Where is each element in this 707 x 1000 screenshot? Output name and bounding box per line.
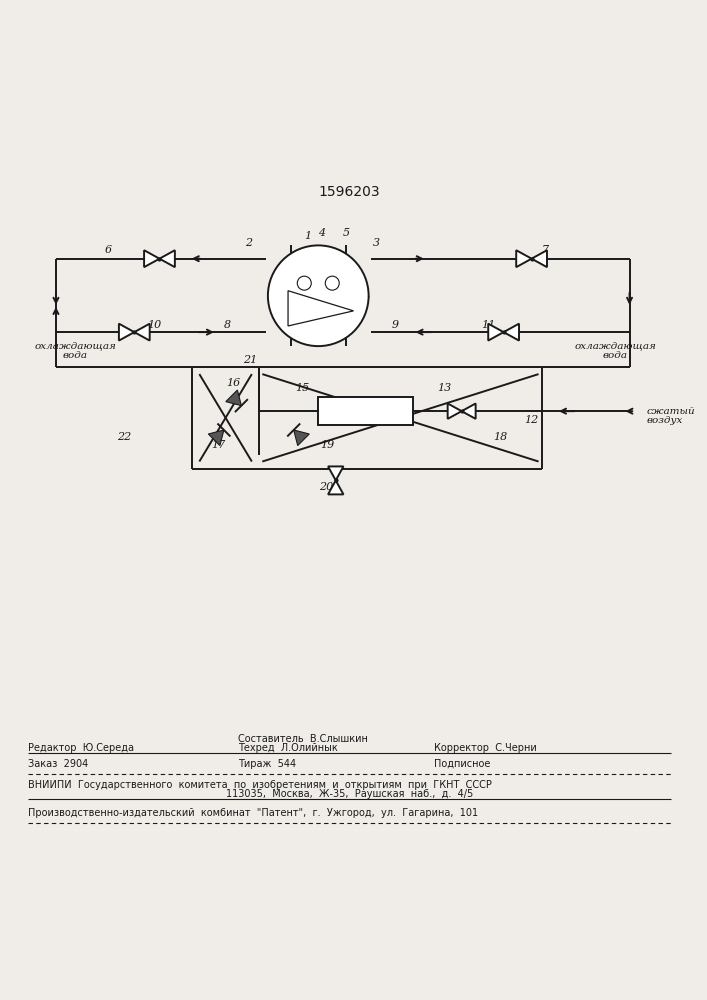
Circle shape	[268, 245, 368, 346]
Text: 8: 8	[223, 320, 231, 330]
Text: 1596203: 1596203	[319, 185, 380, 199]
Text: охлаждающая: охлаждающая	[575, 342, 657, 351]
Text: 12: 12	[525, 415, 539, 425]
Text: вода: вода	[603, 351, 628, 360]
Polygon shape	[489, 324, 503, 341]
Text: 2: 2	[245, 238, 252, 248]
Text: Тираж  544: Тираж 544	[238, 759, 296, 769]
Text: Редактор  Ю.Середа: Редактор Ю.Середа	[28, 743, 134, 753]
Text: 15: 15	[295, 383, 309, 393]
Text: 21: 21	[243, 355, 257, 365]
Text: 11: 11	[481, 320, 496, 330]
Text: 17: 17	[211, 440, 226, 450]
Text: 22: 22	[117, 432, 132, 442]
Text: 3: 3	[373, 238, 380, 248]
Polygon shape	[532, 250, 547, 267]
Text: 4: 4	[318, 228, 325, 238]
Polygon shape	[293, 430, 309, 446]
Text: 16: 16	[226, 378, 240, 388]
Text: 19: 19	[320, 440, 334, 450]
Text: сжатый: сжатый	[647, 407, 696, 416]
Polygon shape	[144, 250, 160, 267]
Text: Производственно-издательский  комбинат  "Патент",  г.  Ужгород,  ул.  Гагарина, : Производственно-издательский комбинат "П…	[28, 808, 478, 818]
Text: Заказ  2904: Заказ 2904	[28, 759, 88, 769]
Text: 14: 14	[349, 409, 364, 419]
Text: Корректор  С.Черни: Корректор С.Черни	[433, 743, 537, 753]
Polygon shape	[328, 466, 344, 480]
Text: 20: 20	[320, 482, 334, 492]
Text: Техред  Л.Олийнык: Техред Л.Олийнык	[238, 743, 337, 753]
Text: Подписное: Подписное	[433, 759, 490, 769]
Circle shape	[297, 276, 311, 290]
Text: 6: 6	[105, 245, 112, 255]
Text: 13: 13	[437, 383, 451, 393]
Text: 113035,  Москва,  Ж-35,  Раушская  наб.,  д.  4/5: 113035, Москва, Ж-35, Раушская наб., д. …	[226, 789, 474, 799]
Polygon shape	[209, 430, 224, 446]
Text: охлаждающая: охлаждающая	[35, 342, 117, 351]
Polygon shape	[328, 480, 344, 494]
Text: 9: 9	[392, 320, 399, 330]
Polygon shape	[462, 403, 476, 419]
Bar	[318, 397, 413, 425]
Circle shape	[325, 276, 339, 290]
Text: вода: вода	[63, 351, 88, 360]
Polygon shape	[134, 324, 150, 341]
Polygon shape	[503, 324, 519, 341]
Text: 5: 5	[343, 228, 350, 238]
Text: 1: 1	[304, 231, 311, 241]
Text: Составитель  В.Слышкин: Составитель В.Слышкин	[238, 734, 368, 744]
Polygon shape	[119, 324, 134, 341]
Polygon shape	[226, 390, 241, 406]
Text: 18: 18	[493, 432, 507, 442]
Text: воздух: воздух	[647, 416, 684, 425]
Polygon shape	[160, 250, 175, 267]
Polygon shape	[516, 250, 532, 267]
Polygon shape	[448, 403, 462, 419]
Text: 7: 7	[542, 245, 549, 255]
Text: 10: 10	[147, 320, 161, 330]
Text: ВНИИПИ  Государственного  комитета  по  изобретениям  и  открытиям  при  ГКНТ  С: ВНИИПИ Государственного комитета по изоб…	[28, 780, 492, 790]
